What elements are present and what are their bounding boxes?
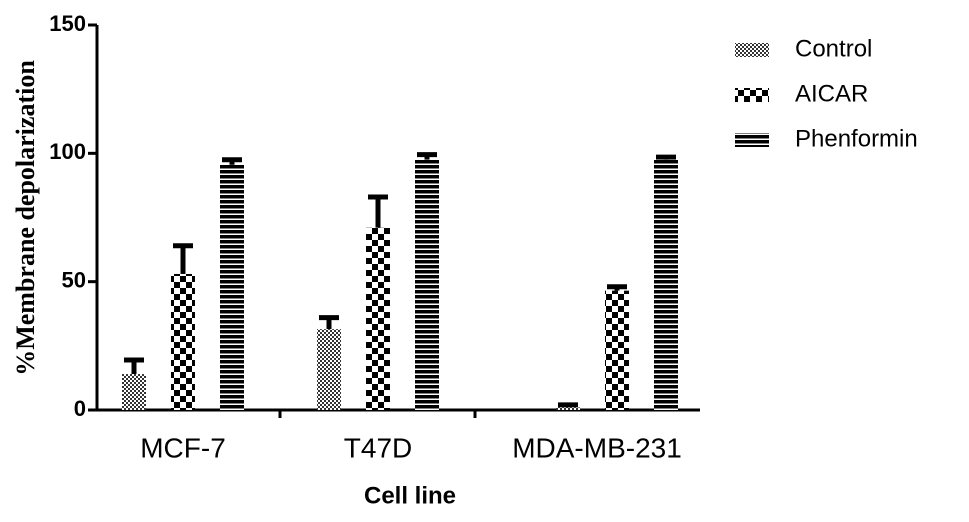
x-tick-label: MDA-MB-231 — [512, 432, 682, 463]
bar — [556, 407, 580, 410]
legend-label: Control — [795, 35, 872, 62]
legend-label: AICAR — [795, 80, 868, 107]
legend-label: Phenformin — [795, 125, 918, 152]
y-tick-label: 0 — [74, 396, 86, 421]
bar — [317, 329, 341, 410]
bar — [415, 159, 439, 410]
legend-swatch — [735, 43, 769, 57]
bar — [654, 159, 678, 410]
bar — [220, 164, 244, 410]
x-axis-label: Cell line — [364, 482, 456, 509]
bar — [171, 273, 195, 410]
legend-swatch — [735, 88, 769, 102]
y-tick-label: 150 — [49, 11, 86, 36]
x-tick-label: MCF-7 — [140, 432, 226, 463]
legend-swatch — [735, 133, 769, 147]
x-tick-label: T47D — [344, 432, 412, 463]
bar — [366, 227, 390, 410]
bar — [605, 290, 629, 410]
y-tick-label: 50 — [62, 267, 86, 292]
y-axis-label: %Membrane depolarization — [11, 60, 40, 376]
bar — [122, 374, 146, 410]
y-tick-label: 100 — [49, 139, 86, 164]
